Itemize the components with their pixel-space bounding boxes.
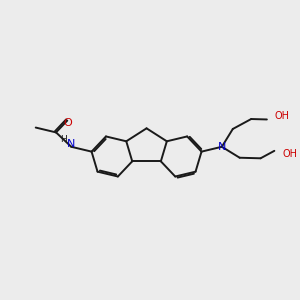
Text: OH: OH (283, 149, 298, 159)
Text: H: H (60, 135, 67, 144)
Text: O: O (63, 118, 72, 128)
Text: N: N (67, 140, 75, 149)
Text: N: N (218, 142, 226, 152)
Text: OH: OH (275, 111, 290, 121)
